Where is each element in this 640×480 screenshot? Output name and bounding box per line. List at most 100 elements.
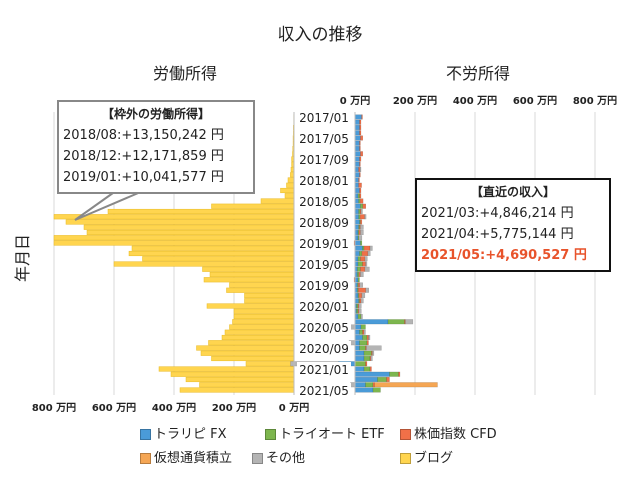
stacked-bar-segment [360,135,363,141]
y-tick-label: 2021/01 [299,363,349,377]
y-tick-label: 2018/05 [299,195,349,209]
stacked-bar-segment [354,182,359,188]
stacked-bar-segment [360,219,363,225]
stacked-bar-segment [354,345,360,351]
stacked-bar-segment [359,124,362,131]
stacked-bar-segment [358,229,361,236]
stacked-bar-segment [358,287,366,293]
blog-bar [284,193,295,199]
blog-bar [170,371,295,377]
legend-item-crypto: 仮想通貨積立 [140,447,232,466]
stacked-bar-segment [359,214,365,220]
y-tick-label: 2018/01 [299,174,349,188]
stacked-bar-segment [360,151,363,157]
blog-bar [65,219,295,225]
stacked-bar-segment [362,334,368,341]
y-tick-label-bg [297,110,351,124]
stacked-bar-segment [358,208,361,215]
blog-bar [158,366,295,372]
blog-bar [244,292,295,299]
stacked-bar-segment [354,166,359,173]
legend-item-blog: ブログ [400,447,453,466]
blog-bar [53,214,295,220]
blog-bar [290,172,295,178]
recent-heading: 【直近の収入】 [470,185,555,199]
stacked-bar-segment [354,361,366,367]
stacked-bar-segment [354,350,365,356]
stacked-bar-segment [354,340,360,346]
stacked-bar-segment [359,193,362,199]
blog-bar [200,350,295,356]
stacked-bar-segment [358,282,360,288]
stacked-bar-segment [364,214,367,220]
stacked-bar-segment [354,366,365,372]
stacked-bar-segment [359,345,366,351]
recent-income-box: 【直近の収入】 2021/03:+4,846,214 円 2021/04:+5,… [415,178,611,272]
y-tick-label-bg [297,299,351,313]
stacked-bar-segment [364,256,368,262]
y-tick-label-bg [297,278,351,292]
stacked-bar-segment [354,151,361,157]
blog-bar [233,313,295,320]
stacked-bar-segment [354,376,378,383]
right-x-tick-label: 0 万円 [340,95,370,107]
stacked-bar-segment [374,382,438,388]
stacked-bar-segment [359,161,361,167]
blog-bar [229,282,295,288]
y-tick-label-bg [297,236,351,250]
stacked-bar-segment [360,271,364,278]
stacked-bar-segment [366,345,382,351]
blog-bar [86,229,295,236]
blog-bar [224,329,295,335]
stacked-bar-segment [359,187,362,194]
stacked-bar-segment [356,308,359,314]
stacked-bar-segment [354,355,365,362]
stacked-bar-segment [357,266,361,272]
chart-title: 収入の推移 [278,25,363,45]
stacked-bar-segment [357,193,360,199]
blog-bar [179,387,295,393]
stacked-bar-segment [358,177,360,183]
stacked-bar-segment [354,371,390,377]
blog-bar [211,355,295,362]
blog-bar [196,345,295,351]
stacked-bar-segment [354,135,361,141]
blog-bar [142,256,295,262]
stacked-bar-segment [354,240,361,246]
stacked-bar-segment [366,340,369,346]
stacked-bar-segment [377,376,387,383]
left-x-tick-label: 0 万円 [279,402,309,414]
stacked-bar-segment [359,145,361,152]
left-x-tick-label: 400 万円 [152,402,196,414]
blog-bar [203,277,295,283]
stacked-bar-segment [363,366,371,372]
stacked-bar-segment [363,355,371,362]
blog-bar [209,271,295,278]
y-tick-label: 2020/01 [299,300,349,314]
stacked-bar-segment [370,355,373,362]
stacked-bar-segment [354,324,362,330]
stacked-bar-segment [354,161,360,167]
blog-bar [208,340,295,346]
stacked-bar-segment [360,266,366,272]
stacked-bar-segment [369,366,372,372]
stacked-bar-segment [359,166,362,173]
blog-bar [83,224,295,230]
stacked-bar-segment [354,250,360,257]
stacked-bar-segment [369,245,373,251]
stacked-bar-segment [354,124,360,131]
blog-bar [245,361,295,367]
y-tick-label-bg [297,362,351,376]
stacked-bar-segment [365,261,368,267]
right-x-tick-label: 800 万円 [573,95,617,107]
stacked-bar-segment [360,203,363,209]
stacked-bar-segment [360,240,363,246]
legend-item-cfd: 株価指数 CFD [400,423,497,442]
stacked-bar-segment [360,313,363,320]
recent-highlight-line: 2021/05:+4,690,527 円 [421,248,587,263]
blog-bar [128,250,295,257]
blog-bar [211,203,295,209]
y-tick-label: 2017/01 [299,111,349,125]
stacked-bar-segment [359,250,363,257]
